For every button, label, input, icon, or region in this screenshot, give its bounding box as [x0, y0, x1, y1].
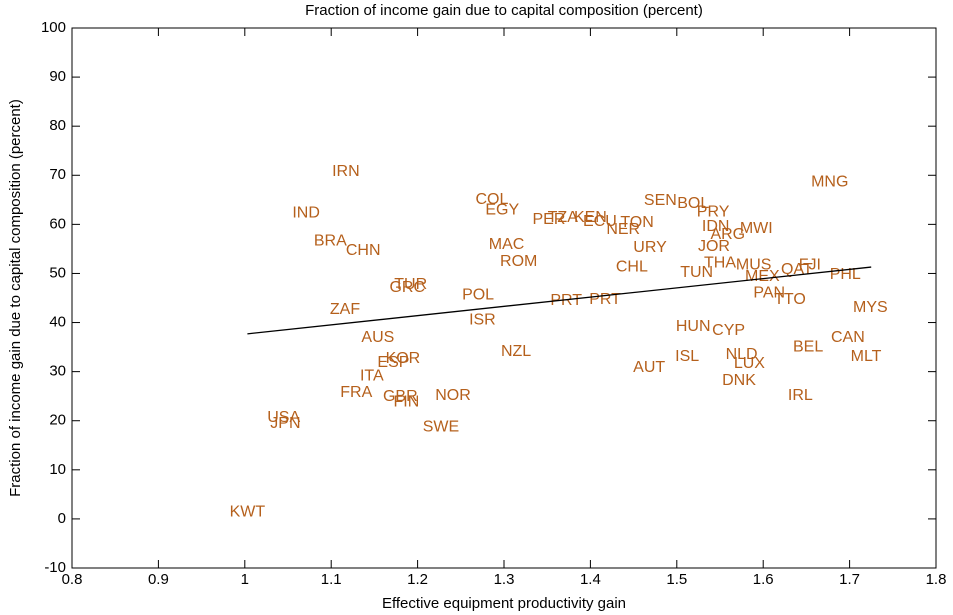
point-label: HUN — [676, 318, 711, 335]
point-label: PRY — [697, 203, 730, 220]
point-label: TZA — [548, 209, 579, 226]
y-tick-label: 80 — [49, 117, 66, 134]
plot-frame — [71, 27, 937, 569]
point-label: LUX — [734, 355, 765, 372]
point-label: TUR — [394, 276, 427, 293]
point-label: IND — [292, 204, 320, 221]
point-label: CYP — [712, 322, 745, 339]
x-axis-label: Effective equipment productivity gain — [382, 595, 626, 612]
point-label: COL — [475, 191, 508, 208]
point-label: USA — [267, 409, 300, 426]
point-label: MNG — [811, 173, 848, 190]
point-label: MLT — [851, 348, 882, 365]
point-label: IRL — [788, 387, 813, 404]
point-label: NZL — [501, 343, 531, 360]
point-label: MYS — [853, 299, 888, 316]
y-tick-label: 60 — [49, 215, 66, 232]
point-label: GBR — [383, 388, 418, 405]
point-label: BRA — [314, 232, 347, 249]
y-tick-label: 30 — [49, 363, 66, 380]
y-tick-label: 50 — [49, 264, 66, 281]
point-label: ARG — [710, 226, 745, 243]
fit-line — [247, 266, 872, 335]
point-label: MUS — [736, 256, 772, 273]
point-label: KOR — [386, 350, 421, 367]
point-label: PAN — [753, 284, 785, 301]
point-label: KWT — [230, 503, 266, 520]
y-tick-label: 10 — [49, 461, 66, 478]
point-label: PRT — [589, 291, 621, 308]
y-tick-label: 0 — [58, 510, 66, 527]
y-tick-label: 70 — [49, 166, 66, 183]
point-label: THA — [704, 254, 736, 271]
point-label: CHN — [346, 242, 381, 259]
y-tick-label: 40 — [49, 314, 66, 331]
point-label: TUN — [680, 264, 713, 281]
point-label: JPN — [270, 415, 300, 432]
point-label: KEN — [574, 209, 607, 226]
point-label: MAC — [489, 236, 525, 253]
y-tick-label: -10 — [44, 559, 66, 576]
point-label: ISL — [675, 348, 699, 365]
point-label: ITA — [360, 367, 384, 384]
x-tick-label: 1.2 — [407, 571, 428, 588]
y-tick-label: 90 — [49, 68, 66, 85]
x-tick-label: 1.4 — [580, 571, 601, 588]
point-label: PRT — [550, 292, 582, 309]
point-label: IDN — [702, 218, 730, 235]
point-label: ESP — [377, 354, 409, 371]
point-label: PER — [532, 211, 565, 228]
x-tick-label: 0.9 — [148, 571, 169, 588]
point-label: NLD — [726, 346, 758, 363]
point-label: SWE — [423, 418, 459, 435]
point-label: ISR — [469, 311, 496, 328]
point-label: NOR — [435, 387, 471, 404]
point-label: GRC — [389, 279, 425, 296]
point-label: EGY — [485, 201, 519, 218]
x-tick-label: 1.5 — [666, 571, 687, 588]
y-tick-label: 100 — [41, 19, 66, 36]
point-label: ZAF — [330, 301, 360, 318]
point-label: FRA — [340, 384, 372, 401]
x-tick-label: 1.1 — [321, 571, 342, 588]
point-label: AUS — [361, 329, 394, 346]
point-label: POL — [462, 286, 494, 303]
point-label: BOL — [677, 195, 709, 212]
point-label: TON — [620, 214, 653, 231]
point-label: CAN — [831, 329, 865, 346]
x-tick-label: 1.7 — [839, 571, 860, 588]
x-tick-label: 0.8 — [62, 571, 83, 588]
point-label: NER — [606, 221, 640, 238]
point-label: JOR — [698, 238, 730, 255]
point-label: FJI — [799, 256, 821, 273]
point-label: MEX — [745, 268, 780, 285]
x-tick-label: 1.6 — [753, 571, 774, 588]
x-tick-label: 1 — [241, 571, 249, 588]
point-label: CHL — [616, 258, 648, 275]
point-label: ECU — [583, 213, 617, 230]
point-label: MWI — [740, 220, 773, 237]
x-tick-label: 1.3 — [494, 571, 515, 588]
point-label: DNK — [722, 372, 756, 389]
point-label: IRN — [332, 163, 360, 180]
chart-title: Fraction of income gain due to capital c… — [305, 2, 703, 19]
y-tick-label: 20 — [49, 412, 66, 429]
point-label: URY — [633, 239, 667, 256]
x-tick-label: 1.8 — [926, 571, 947, 588]
point-label: FIN — [393, 393, 419, 410]
point-label: SEN — [644, 192, 677, 209]
y-axis-label: Fraction of income gain due to capital c… — [7, 99, 24, 497]
point-label: BEL — [793, 338, 823, 355]
point-label: ROM — [500, 253, 537, 270]
point-label: AUT — [633, 359, 665, 376]
point-label: TTO — [774, 291, 806, 308]
